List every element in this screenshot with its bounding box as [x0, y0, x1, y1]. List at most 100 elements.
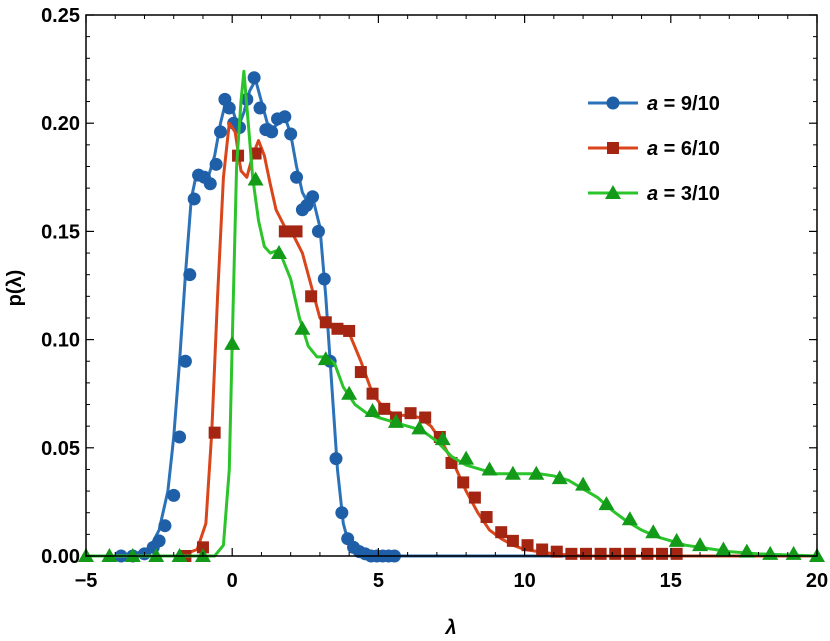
legend-marker [607, 142, 619, 154]
data-point [457, 476, 470, 489]
legend-label: a = 9/10 [647, 93, 720, 115]
data-point [458, 450, 475, 465]
data-point [124, 548, 141, 562]
data-point [253, 101, 267, 115]
data-point [480, 511, 493, 524]
data-point [284, 127, 298, 141]
data-point [528, 465, 545, 480]
data-point [536, 543, 549, 556]
data-point [580, 547, 593, 560]
data-point [623, 547, 636, 560]
data-point [152, 534, 166, 548]
plot-area [78, 69, 825, 563]
data-point [641, 547, 654, 560]
x-tick-label: 5 [373, 570, 384, 592]
data-point [378, 402, 391, 415]
legend-variable: a [647, 93, 658, 115]
data-point [311, 224, 325, 238]
data-point [656, 547, 669, 560]
data-point [209, 157, 223, 171]
data-point [645, 524, 662, 539]
data-point [411, 420, 428, 435]
x-tick-label: 10 [513, 570, 535, 592]
data-point [101, 548, 118, 562]
data-point [621, 511, 638, 526]
y-tick-label: 0.20 [41, 113, 80, 135]
data-point [575, 476, 592, 491]
data-point [203, 177, 217, 191]
data-point [317, 272, 331, 286]
legend-value: = 3/10 [658, 183, 720, 205]
x-axis-title: λ [444, 617, 456, 639]
data-point [290, 225, 303, 238]
legend-label: a = 6/10 [647, 138, 720, 160]
data-point [173, 430, 187, 444]
data-point [668, 532, 685, 547]
data-point [187, 192, 201, 206]
data-point [290, 170, 304, 184]
data-point [609, 547, 622, 560]
data-point [208, 426, 221, 439]
data-point [319, 316, 332, 329]
data-point [594, 547, 607, 560]
data-point [249, 147, 262, 160]
data-point [404, 407, 417, 420]
data-point [354, 366, 367, 379]
y-tick-label: 0.05 [41, 438, 80, 460]
data-point [598, 496, 615, 511]
data-point [551, 470, 568, 485]
data-point [158, 519, 172, 533]
series-line [86, 69, 818, 558]
legend-value: = 6/10 [658, 138, 720, 160]
data-point [183, 268, 197, 282]
data-point [343, 324, 356, 337]
plot-frame [85, 14, 818, 557]
data-point [692, 537, 709, 552]
y-tick-label: 0.25 [41, 5, 80, 27]
series-square [86, 121, 817, 562]
data-point [317, 351, 334, 366]
y-tick-label: 0.00 [41, 546, 80, 568]
data-point [434, 431, 451, 446]
data-point [148, 548, 165, 562]
legend-variable: a [647, 183, 658, 205]
legend-marker [606, 96, 620, 110]
data-point [504, 465, 521, 480]
y-tick-label: 0.15 [41, 221, 80, 243]
x-tick-label: −5 [75, 570, 98, 592]
data-point [738, 543, 755, 558]
legend-item: a = 6/10 [588, 138, 720, 160]
data-point [278, 110, 292, 124]
y-axis-ticks: 0.00 0.05 0.10 0.15 0.20 0.25 [41, 5, 817, 568]
data-point [171, 548, 188, 562]
legend-label: a = 3/10 [647, 183, 720, 205]
y-tick-label: 0.10 [41, 330, 80, 352]
legend-item: a = 9/10 [588, 93, 720, 115]
data-point [247, 71, 261, 85]
data-point [366, 387, 379, 400]
data-point [167, 488, 181, 502]
data-point [247, 171, 264, 186]
data-point [715, 541, 732, 556]
series-circle [114, 71, 817, 563]
data-point [495, 526, 508, 539]
data-point [468, 491, 481, 504]
data-point [270, 245, 287, 260]
x-tick-label: 15 [660, 570, 682, 592]
data-point [364, 403, 381, 418]
legend-marker [605, 185, 621, 199]
data-point [265, 125, 279, 139]
data-point [224, 335, 241, 350]
y-axis-title: p(λ) [4, 270, 26, 307]
data-point [670, 547, 683, 560]
data-point [387, 413, 404, 428]
data-point [419, 411, 432, 424]
data-point [305, 290, 318, 303]
data-point [481, 461, 498, 476]
data-point [335, 506, 349, 520]
legend-item: a = 3/10 [588, 183, 720, 205]
x-axis-ticks: −5 0 5 10 15 20 [75, 15, 828, 592]
data-point [506, 534, 519, 547]
legend-variable: a [647, 138, 658, 160]
